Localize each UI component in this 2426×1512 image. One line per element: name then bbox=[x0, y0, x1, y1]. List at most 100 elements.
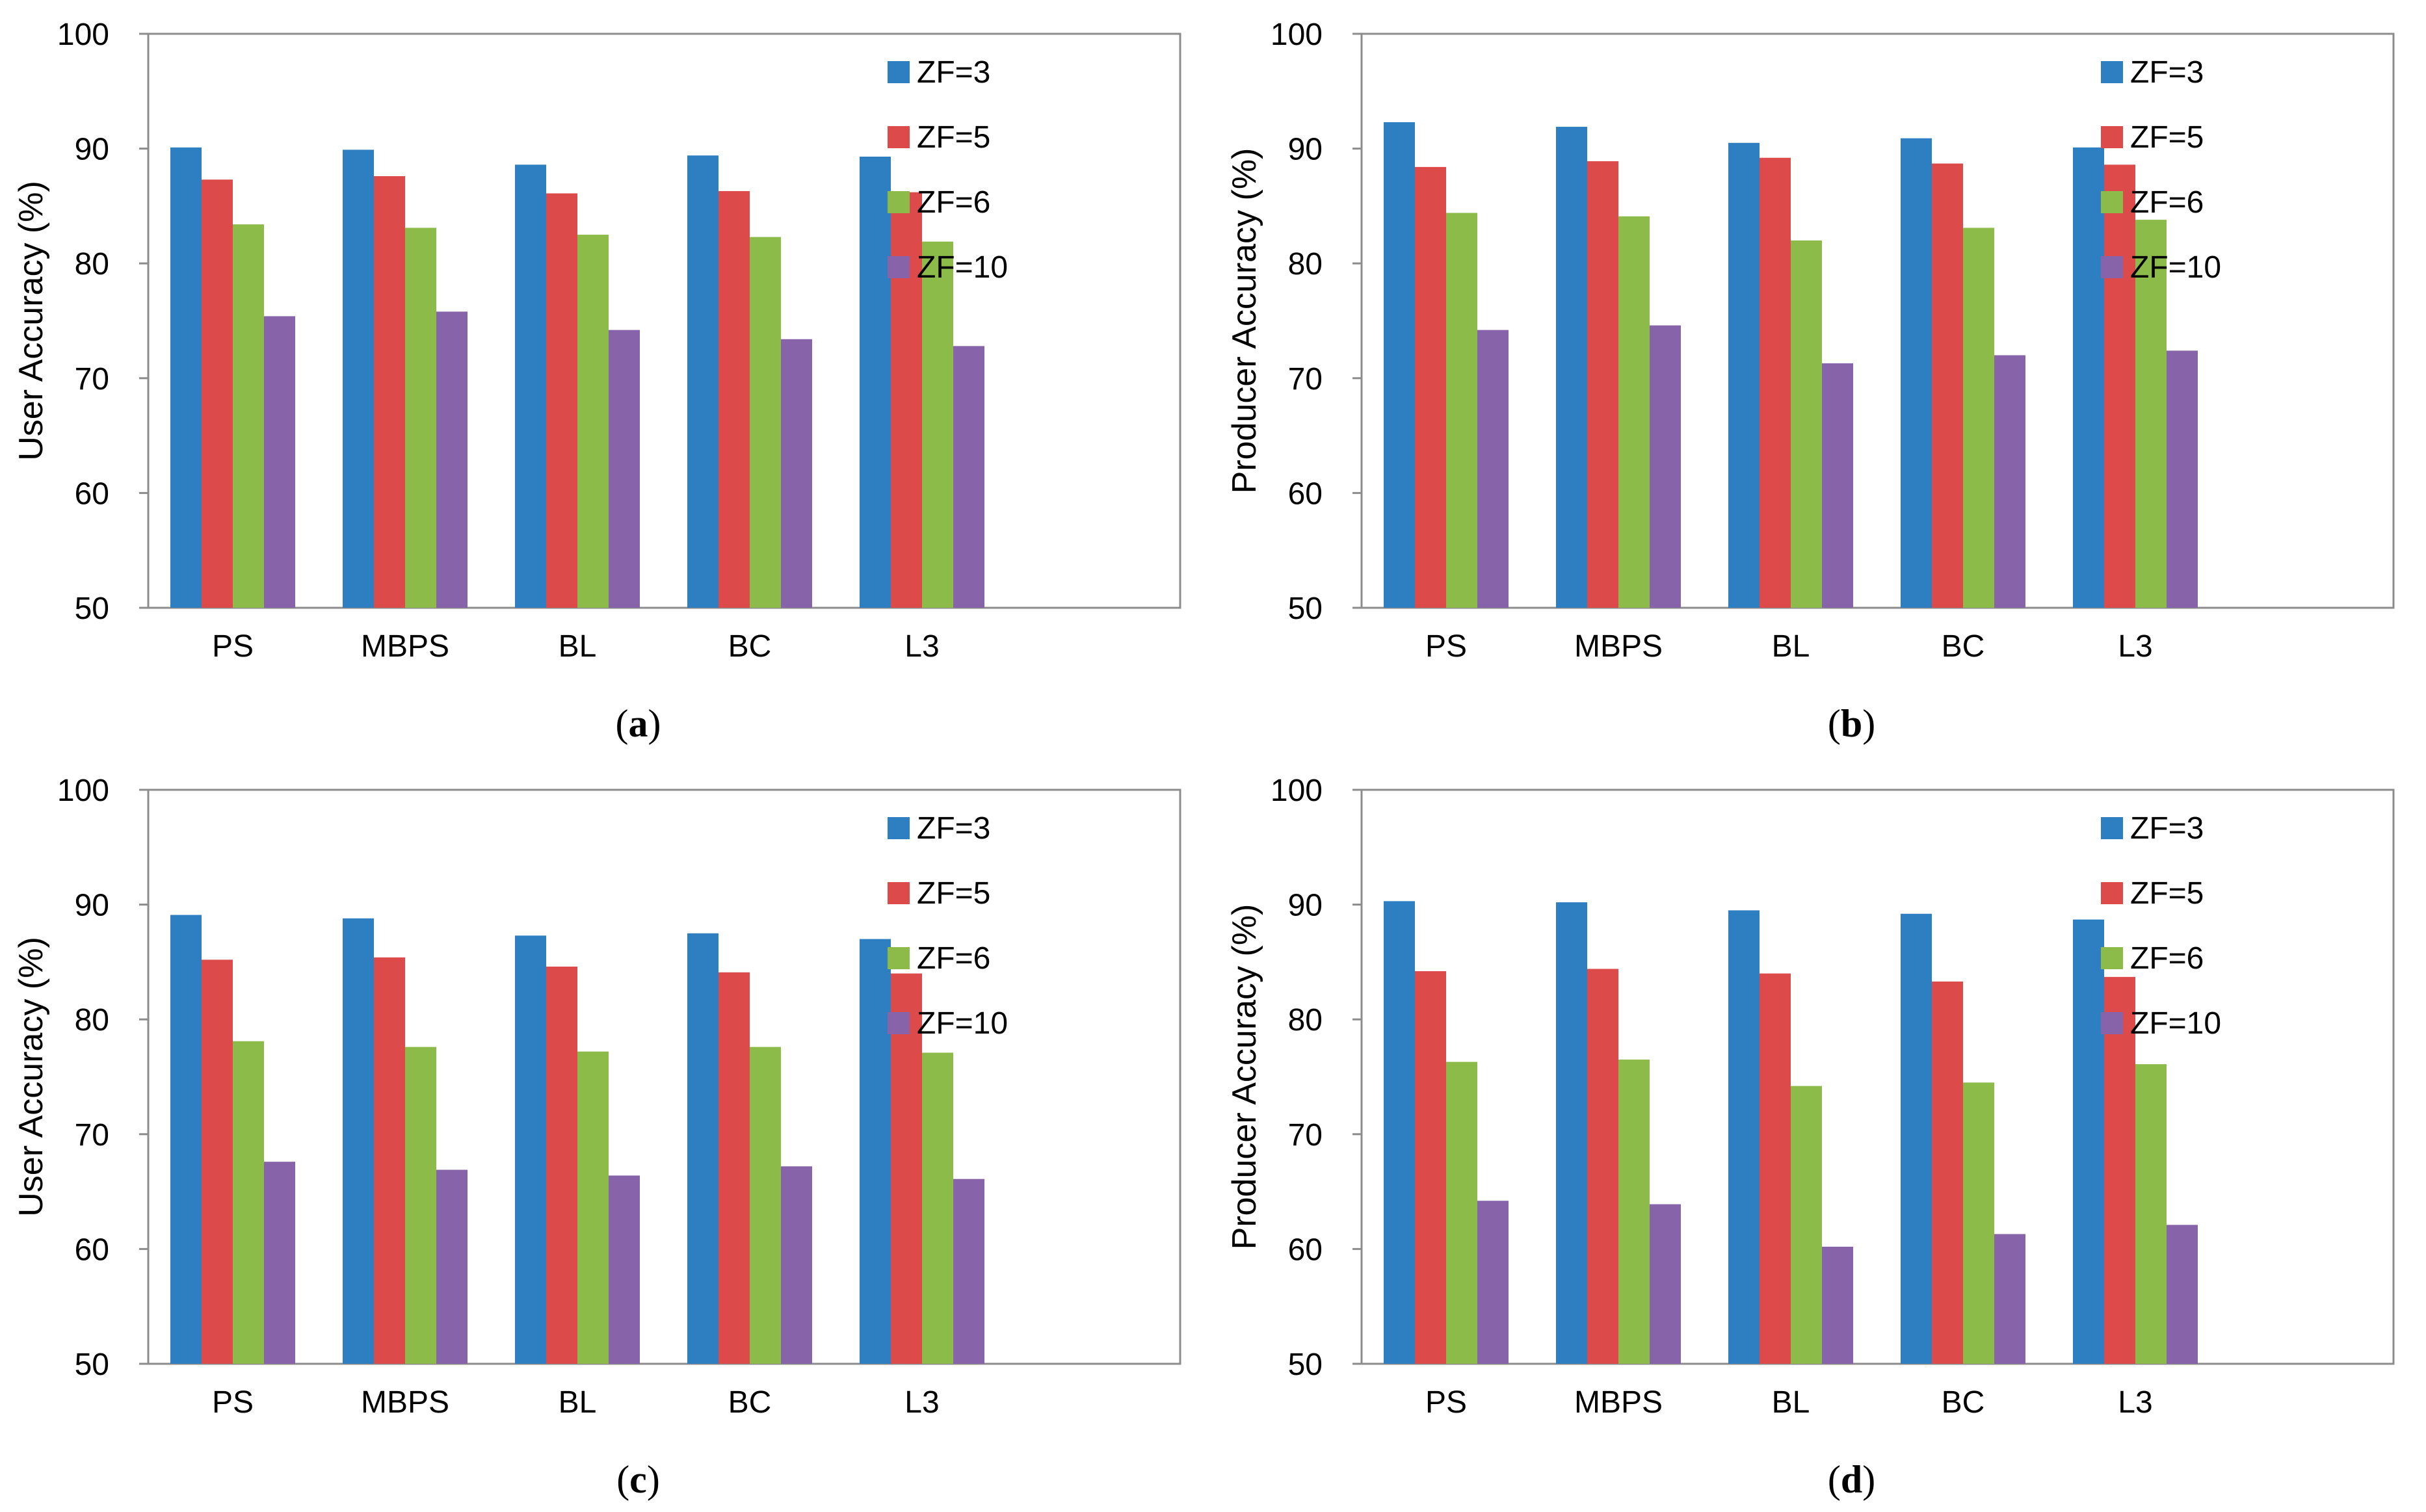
bar-l3-series-2 bbox=[2104, 976, 2135, 1364]
bar-l3-series-4 bbox=[2167, 350, 2198, 608]
bar-mbps-series-1 bbox=[1556, 902, 1587, 1364]
caption-open-paren: ( bbox=[1828, 702, 1841, 745]
y-axis-label: Producer Accuracy (%) bbox=[1226, 148, 1263, 494]
bar-ps-series-1 bbox=[1384, 901, 1415, 1364]
y-tick-label: 60 bbox=[75, 1232, 109, 1267]
caption-letter: c bbox=[629, 1458, 647, 1501]
legend-swatch bbox=[888, 191, 910, 213]
panel-caption: (c) bbox=[616, 1458, 660, 1501]
y-tick-label: 60 bbox=[1288, 476, 1323, 511]
y-tick-label: 100 bbox=[1271, 18, 1323, 52]
caption-open-paren: ( bbox=[1828, 1458, 1841, 1501]
bar-l3-series-2 bbox=[891, 973, 922, 1364]
bar-ps-series-4 bbox=[264, 316, 295, 608]
x-tick-label: MBPS bbox=[361, 1385, 449, 1420]
chart-panel-c: 50 60 70 80 90 100 User Accuracy (%) PS MBPS BL BC… bbox=[0, 756, 1213, 1512]
x-tick-label: BL bbox=[559, 1385, 597, 1420]
panel-caption: (d) bbox=[1828, 1458, 1875, 1501]
chart-b: 50 60 70 80 90 100 Producer Accuracy (%) PS MBPS… bbox=[1226, 18, 2395, 745]
legend-swatch bbox=[2101, 947, 2123, 969]
caption-close-paren: ) bbox=[648, 702, 661, 745]
x-tick-label: L3 bbox=[904, 629, 939, 664]
legend-swatch bbox=[2101, 126, 2123, 148]
bar-bc-series-4 bbox=[1994, 355, 2025, 608]
legend-swatch bbox=[888, 947, 910, 969]
bar-bc-series-3 bbox=[1963, 228, 1994, 608]
legend-entry-label: ZF=3 bbox=[917, 55, 990, 90]
x-tick-label: BC bbox=[728, 1385, 772, 1420]
y-tick-label: 80 bbox=[75, 247, 109, 281]
bar-mbps-series-4 bbox=[436, 311, 468, 608]
legend-entry-label: ZF=6 bbox=[2130, 185, 2204, 220]
chart-c: 50 60 70 80 90 100 User Accuracy (%) PS MBPS BL BC… bbox=[12, 774, 1181, 1501]
legend-entry-label: ZF=3 bbox=[2130, 811, 2204, 846]
bar-bc-series-4 bbox=[1994, 1234, 2025, 1364]
bar-bc-series-4 bbox=[781, 1166, 812, 1364]
chart-a: 50 60 70 80 90 100 User Accuracy (%) PS MBPS BL BC… bbox=[12, 18, 1181, 745]
bar-mbps-series-1 bbox=[343, 150, 374, 608]
chart-panel-a: 50 60 70 80 90 100 User Accuracy (%) PS MBPS BL BC… bbox=[0, 0, 1213, 756]
bar-l3-series-1 bbox=[860, 156, 891, 608]
legend-swatch bbox=[888, 1012, 910, 1034]
legend-swatch bbox=[2101, 817, 2123, 839]
x-tick-label: BL bbox=[1772, 1385, 1810, 1420]
legend-entry-label: ZF=5 bbox=[917, 120, 990, 155]
legend-swatch bbox=[888, 817, 910, 839]
y-tick-label: 90 bbox=[1288, 133, 1323, 167]
bar-ps-series-1 bbox=[170, 915, 202, 1364]
legend-swatch bbox=[888, 882, 910, 904]
x-tick-label: BL bbox=[559, 629, 597, 664]
y-tick-label: 50 bbox=[75, 592, 109, 626]
y-tick-label: 90 bbox=[1288, 889, 1323, 923]
bar-mbps-series-4 bbox=[1650, 325, 1681, 608]
bar-bl-series-3 bbox=[1791, 1086, 1822, 1364]
caption-close-paren: ) bbox=[647, 1458, 660, 1501]
bar-l3-series-2 bbox=[2104, 164, 2135, 608]
y-axis-label: Producer Accuracy (%) bbox=[1226, 904, 1263, 1250]
legend-entry-label: ZF=5 bbox=[917, 876, 990, 911]
bar-bl-series-1 bbox=[1728, 142, 1760, 608]
x-tick-label: MBPS bbox=[1574, 629, 1663, 664]
legend-entry-label: ZF=6 bbox=[2130, 941, 2204, 976]
y-tick-label: 90 bbox=[75, 889, 109, 923]
bar-ps-series-3 bbox=[1446, 213, 1477, 608]
caption-letter: b bbox=[1841, 702, 1862, 745]
bar-bc-series-1 bbox=[1901, 138, 1932, 608]
y-tick-label: 70 bbox=[1288, 362, 1323, 397]
x-tick-label: MBPS bbox=[1574, 1385, 1663, 1420]
bar-mbps-series-2 bbox=[374, 957, 405, 1364]
bar-bl-series-1 bbox=[515, 935, 546, 1364]
caption-letter: d bbox=[1841, 1458, 1862, 1501]
bar-l3-series-3 bbox=[2135, 220, 2167, 608]
legend-swatch bbox=[2101, 882, 2123, 904]
bar-ps-series-2 bbox=[1415, 971, 1446, 1364]
y-tick-label: 50 bbox=[1288, 1348, 1323, 1382]
y-tick-label: 100 bbox=[57, 18, 109, 52]
bar-mbps-series-3 bbox=[1618, 216, 1650, 608]
bar-l3-series-1 bbox=[2073, 919, 2104, 1364]
plot-area-border bbox=[1360, 33, 2395, 609]
y-tick-label: 50 bbox=[1288, 592, 1323, 626]
legend-entry-label: ZF=10 bbox=[2130, 250, 2221, 285]
y-tick-label: 50 bbox=[75, 1348, 109, 1382]
panel-caption: (a) bbox=[616, 702, 661, 745]
bar-mbps-series-2 bbox=[1587, 969, 1618, 1364]
y-tick-label: 90 bbox=[75, 133, 109, 167]
bar-bc-series-1 bbox=[687, 933, 719, 1364]
bar-ps-series-3 bbox=[1446, 1062, 1477, 1364]
y-tick-label: 70 bbox=[75, 362, 109, 397]
bar-ps-series-2 bbox=[202, 959, 233, 1364]
bar-bl-series-3 bbox=[1791, 240, 1822, 608]
y-tick-label: 80 bbox=[1288, 247, 1323, 281]
bar-bl-series-3 bbox=[577, 235, 609, 608]
bar-bc-series-3 bbox=[750, 237, 781, 608]
x-tick-label: PS bbox=[212, 1385, 254, 1420]
x-tick-label: L3 bbox=[904, 1385, 939, 1420]
x-tick-label: BC bbox=[1942, 629, 1985, 664]
legend-entry-label: ZF=3 bbox=[917, 811, 990, 846]
caption-close-paren: ) bbox=[1862, 702, 1875, 745]
bar-ps-series-4 bbox=[264, 1162, 295, 1364]
bar-bc-series-1 bbox=[1901, 913, 1932, 1364]
chart-panel-d: 50 60 70 80 90 100 Producer Accuracy (%) PS MBPS… bbox=[1213, 756, 2426, 1512]
legend-swatch bbox=[888, 61, 910, 83]
